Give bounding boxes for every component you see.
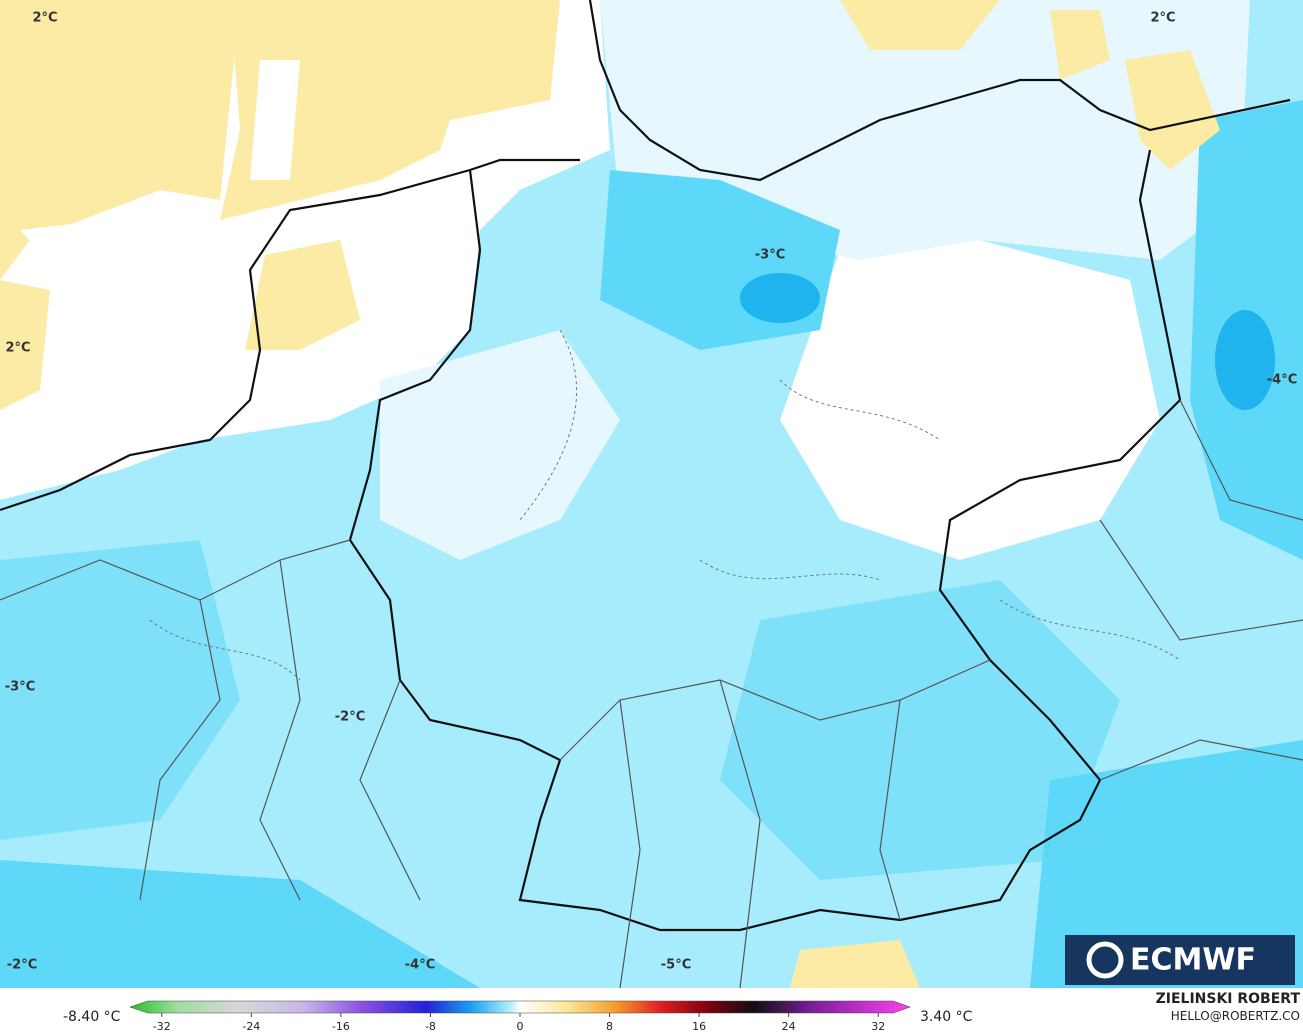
- contour-label: -2°C: [335, 710, 365, 725]
- colorbar-tick-label: 24: [782, 1020, 796, 1033]
- logo-icon: [1086, 941, 1124, 979]
- contour-label: 2°C: [5, 341, 30, 356]
- isoline: [149, 329, 1181, 681]
- warm-sea: [250, 60, 300, 180]
- colorbar-tick-label: 0: [517, 1020, 524, 1033]
- credit-contact: HELLO@ROBERTZ.CO: [1171, 1009, 1300, 1023]
- field-warm: [0, 0, 240, 280]
- field-cold: [0, 860, 480, 988]
- region-border: [0, 399, 1303, 989]
- border: [348, 149, 1182, 932]
- contour-label: -2°C: [7, 958, 37, 973]
- colorbar-tick-label: -32: [153, 1020, 171, 1033]
- colorbar-max: 3.40 °C: [920, 1009, 973, 1025]
- contour-label: -3°C: [5, 680, 35, 695]
- field-warm: [0, 280, 50, 410]
- logo-text: ECMWF: [1130, 943, 1256, 978]
- colorbar-tick-label: 32: [871, 1020, 885, 1033]
- field-cold: [1030, 740, 1303, 988]
- contour-label: 2°C: [32, 11, 57, 26]
- field-warm: [220, 0, 560, 220]
- field-warm: [790, 940, 920, 988]
- map: 2°C 2°C 2°C -3°C -4°C -3°C -2°C -2°C -4°…: [0, 0, 1303, 989]
- field-warm: [840, 0, 1000, 50]
- field-cold: [720, 580, 1120, 880]
- contour-label: -4°C: [405, 958, 435, 973]
- field-colder: [1215, 310, 1275, 410]
- field-light: [380, 330, 620, 560]
- colorbar-tick-label: -24: [242, 1020, 260, 1033]
- colorbar-tick-label: -8: [425, 1020, 436, 1033]
- contour-label: -5°C: [661, 958, 691, 973]
- field-warm: [1125, 50, 1220, 170]
- colorbar-tick-label: 8: [606, 1020, 613, 1033]
- coastline: [588, 0, 1291, 182]
- colorbar: -8.40 °C 3.40 °C -32 -24 -16 -8 0 8 16 24 32: [63, 1000, 973, 1033]
- field-cold: [0, 540, 240, 840]
- contour-label: 2°C: [1150, 11, 1175, 26]
- colorbar-min: -8.40 °C: [63, 1009, 121, 1025]
- field-colder: [740, 273, 820, 323]
- colorbar-bar: [129, 1000, 911, 1014]
- field-white: [780, 240, 1160, 560]
- field-warm: [245, 240, 360, 350]
- coastline: [0, 158, 580, 512]
- colorbar-tick-label: 16: [692, 1020, 706, 1033]
- colorbar-tick-label: -16: [332, 1020, 350, 1033]
- field-warm: [1050, 10, 1110, 80]
- contour-label: -4°C: [1267, 373, 1297, 388]
- contour-label: -3°C: [755, 248, 785, 263]
- warm-sea: [20, 210, 200, 275]
- credit-author: ZIELINSKI ROBERT: [1156, 991, 1301, 1007]
